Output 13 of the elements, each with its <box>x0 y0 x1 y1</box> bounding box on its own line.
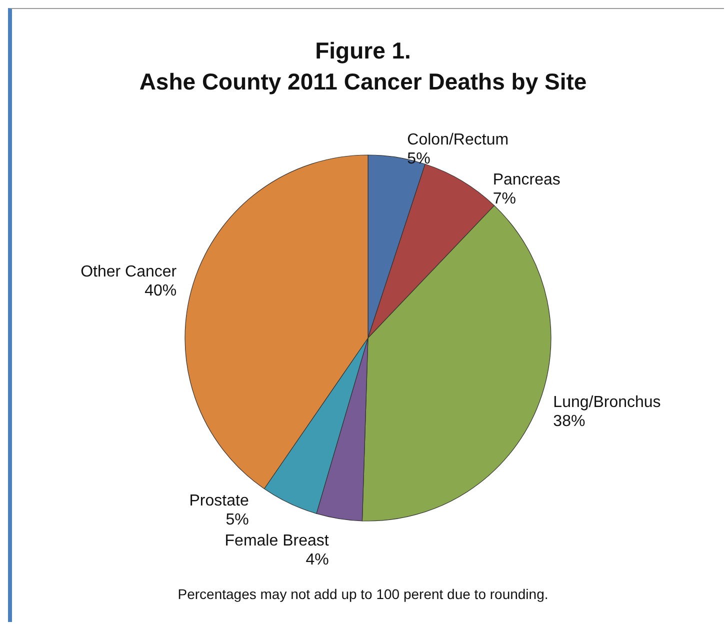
data-label: 5% <box>226 511 249 528</box>
slice-label: Other Cancer <box>80 263 178 280</box>
data-label: 7% <box>492 190 516 208</box>
slice-label: Colon/Rectum <box>407 131 509 148</box>
chart-title: Figure 1. Ashe County 2011 Cancer Deaths by Site <box>139 38 587 94</box>
slice-label: Prostate <box>189 492 249 510</box>
data-label: 38% <box>553 412 586 430</box>
data-label: 4% <box>306 551 329 568</box>
slice-label: Pancreas <box>492 171 560 188</box>
slice-label: Female Breast <box>224 532 330 550</box>
text: Percentages may not add up to 100 perent due to rounding. <box>178 586 548 602</box>
data-label: 40% <box>144 282 177 300</box>
slice-label: Lung/Bronchus <box>553 394 661 411</box>
